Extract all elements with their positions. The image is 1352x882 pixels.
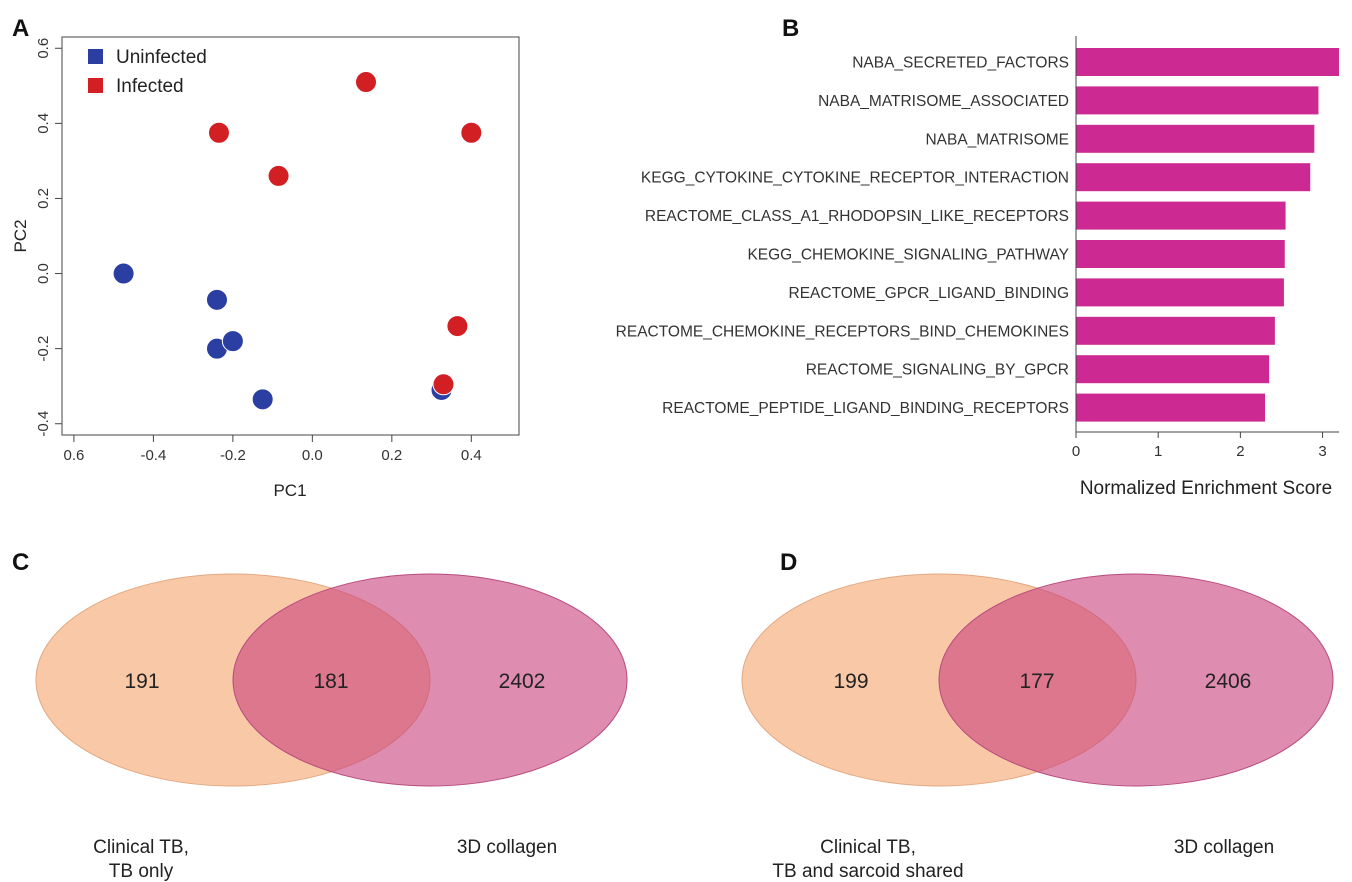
pca-scatter-plot: 0.6 -0.4 -0.2 0.0 0.2 0.4-0.4-0.20.00.20.40.6… (11, 36, 520, 500)
enrichment-bar (1076, 124, 1315, 153)
bar-marks (1076, 48, 1339, 422)
enrichment-bar (1076, 393, 1266, 422)
bar-category-label: NABA_SECRETED_FACTORS (852, 55, 1069, 72)
bar-x-axis: 0 1 2 3 (1072, 36, 1339, 460)
x-tick-label: -0.2 (220, 447, 246, 464)
x-tick-label: -0.4 (140, 447, 166, 464)
venn-diagram-c: 191 181 2402 Clinical TB, TB only 3D col… (35, 573, 628, 882)
x-axis-title: PC1 (273, 481, 306, 500)
venn-diagram-d: 199 177 2406 Clinical TB, TB and sarcoid… (741, 573, 1334, 882)
venn-d-right-label: 3D collagen (1174, 837, 1274, 858)
y-tick-label: 0.4 (35, 113, 52, 134)
bar-category-label: REACTOME_PEPTIDE_LIGAND_BINDING_RECEPTOR… (662, 400, 1069, 417)
scatter-point-uninfected (112, 262, 135, 285)
scatter-point-infected (267, 164, 290, 187)
enrichment-bar (1076, 240, 1285, 268)
scatter-point-infected (432, 373, 455, 396)
enrichment-bar-chart: NABA_SECRETED_FACTORS NABA_MATRISOME_ASSO… (616, 36, 1339, 499)
legend-label-uninfected: Uninfected (116, 47, 207, 68)
bar-category-label: REACTOME_GPCR_LIGAND_BINDING (789, 285, 1070, 302)
panel-label-c: C (12, 549, 29, 576)
venn-c-left-label-line2: TB only (109, 861, 174, 882)
enrichment-bar (1076, 316, 1275, 345)
bar-category-label: KEGG_CHEMOKINE_SIGNALING_PATHWAY (747, 247, 1069, 264)
y-tick-label: -0.4 (35, 411, 52, 437)
venn-c-right-set (232, 573, 628, 787)
plot-frame (61, 36, 520, 436)
x-tick-label: 0.0 (302, 447, 323, 464)
x-tick-label: 0.4 (461, 447, 482, 464)
x-tick-label: 0.2 (381, 447, 402, 464)
y-axis-title: PC2 (11, 219, 30, 252)
scatter-axes: 0.6 -0.4 -0.2 0.0 0.2 0.4 -0.4 -0.2 0.0 0.2 0.4 0.6 (35, 38, 482, 464)
enrichment-bar (1076, 201, 1286, 230)
scatter-legend: Uninfected Infected (88, 47, 207, 97)
y-tick-label: 0.0 (35, 263, 52, 284)
venn-c-left-count: 191 (124, 670, 159, 693)
bar-category-label: NABA_MATRISOME_ASSOCIATED (818, 93, 1069, 110)
scatter-point-uninfected (205, 288, 228, 311)
enrichment-bar (1076, 278, 1284, 307)
venn-d-right-set (938, 573, 1334, 787)
x-tick-label: 0.6 (63, 447, 84, 464)
bar-x-tick-label: 1 (1154, 443, 1162, 460)
enrichment-bar (1076, 163, 1311, 192)
legend-swatch-uninfected (88, 49, 103, 64)
venn-d-left-label-line1: Clinical TB, (820, 837, 916, 858)
scatter-point-infected (446, 315, 469, 338)
venn-c-left-label-line1: Clinical TB, (93, 837, 189, 858)
scatter-points (112, 71, 483, 411)
bar-category-label: NABA_MATRISOME (925, 131, 1069, 148)
venn-d-left-count: 199 (833, 670, 868, 693)
venn-d-left-label-line2: TB and sarcoid shared (772, 861, 963, 882)
venn-c-right-label: 3D collagen (457, 837, 557, 858)
venn-d-right-count: 2406 (1205, 670, 1252, 693)
y-tick-label: 0.6 (35, 38, 52, 59)
bar-category-label: REACTOME_SIGNALING_BY_GPCR (806, 362, 1069, 379)
enrichment-bar (1076, 86, 1319, 115)
bar-category-label: REACTOME_CLASS_A1_RHODOPSIN_LIKE_RECEPTO… (645, 208, 1069, 225)
venn-d-shared-count: 177 (1019, 670, 1054, 693)
enrichment-bar (1076, 48, 1339, 76)
scatter-point-uninfected (251, 388, 274, 411)
scatter-point-infected (355, 71, 378, 94)
bar-x-axis-title: Normalized Enrichment Score (1080, 478, 1332, 499)
bar-x-tick-label: 0 (1072, 443, 1080, 460)
scatter-point-infected (207, 121, 230, 144)
bar-category-label: KEGG_CYTOKINE_CYTOKINE_RECEPTOR_INTERACT… (641, 170, 1069, 187)
legend-swatch-infected (88, 78, 103, 93)
panel-label-a: A (12, 15, 29, 42)
venn-c-shared-count: 181 (313, 670, 348, 693)
y-tick-label: 0.2 (35, 188, 52, 209)
bar-x-tick-label: 3 (1318, 443, 1326, 460)
bar-x-tick-label: 2 (1236, 443, 1244, 460)
bar-category-label: REACTOME_CHEMOKINE_RECEPTORS_BIND_CHEMOK… (616, 323, 1069, 340)
scatter-point-infected (460, 121, 483, 144)
y-tick-label: -0.2 (35, 336, 52, 362)
panel-label-d: D (780, 549, 797, 576)
enrichment-bar (1076, 355, 1270, 384)
venn-c-right-count: 2402 (499, 670, 546, 693)
bar-category-labels: NABA_SECRETED_FACTORS NABA_MATRISOME_ASSO… (616, 55, 1069, 418)
panel-label-b: B (782, 15, 799, 42)
scatter-point-uninfected (221, 330, 244, 353)
legend-label-infected: Infected (116, 76, 184, 97)
